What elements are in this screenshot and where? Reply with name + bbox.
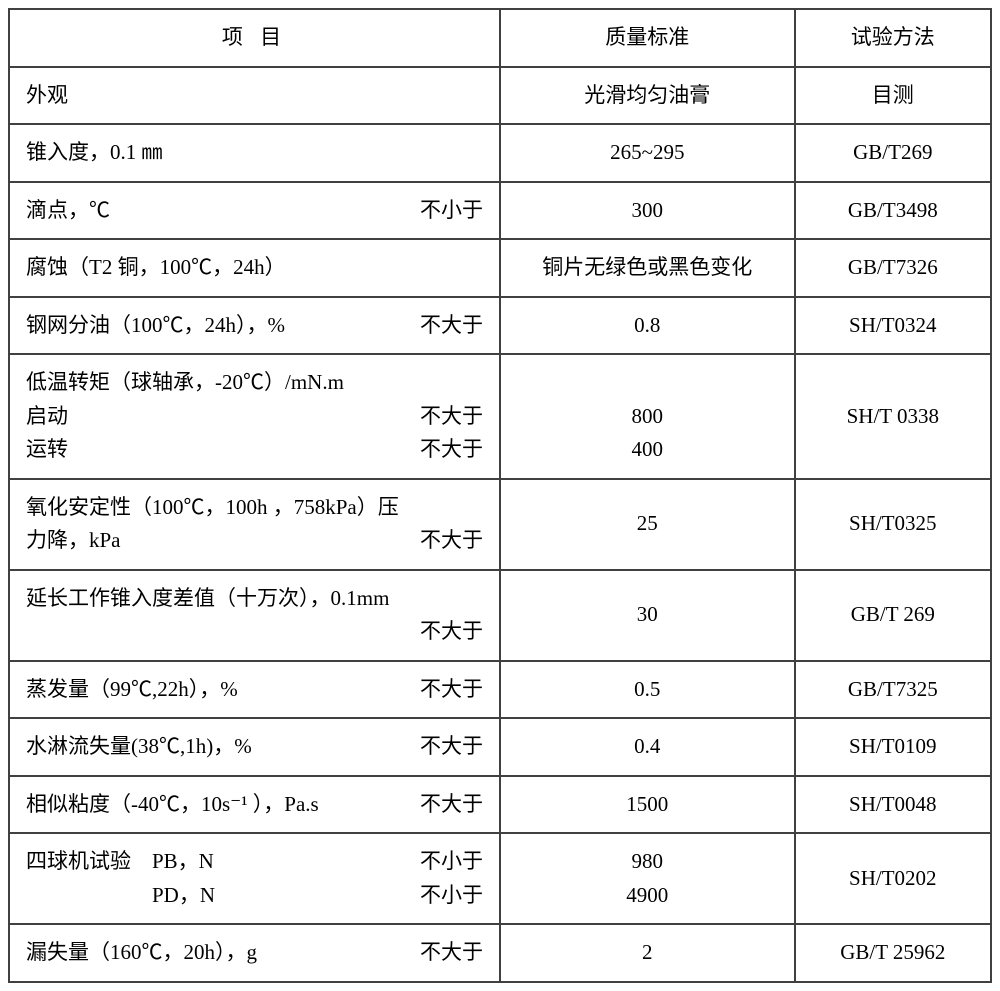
standard-cell: 0.4 [500,718,795,776]
header-item: 项 目 [9,9,500,67]
item-label: 力降，kPa [26,525,412,557]
item-qualifier: 不小于 [420,195,483,227]
item-label: 四球机试验 PB，N [26,846,412,878]
header-row: 项 目 质量标准 试验方法 [9,9,991,67]
item-cell: 水淋流失量(38℃,1h)，%不大于 [9,718,500,776]
standard-cell: 300 [500,182,795,240]
item-label: 氧化安定性（100℃，100h ，758kPa）压 [26,492,483,524]
table-body: 外观光滑均匀油膏目测锥入度，0.1 ㎜265~295GB/T269滴点，℃不小于… [9,67,991,982]
table-row: 腐蚀（T2 铜，100℃，24h） 铜片无绿色或黑色变化GB/T7326 [9,239,991,297]
method-cell: 目测 [795,67,991,125]
item-label: 蒸发量（99℃,22h），% [26,674,412,706]
standard-cell: 铜片无绿色或黑色变化 [500,239,795,297]
standard-cell: 265~295 [500,124,795,182]
standard-value: 980 [632,846,664,878]
item-qualifier: 不大于 [420,674,483,706]
table-row: 延长工作锥入度差值（十万次），0.1mm不大于30GB/T 269 [9,570,991,661]
method-cell: GB/T 269 [795,570,991,661]
method-cell: GB/T269 [795,124,991,182]
item-qualifier: 不大于 [420,310,483,342]
item-qualifier: 不小于 [420,880,483,912]
standard-cell: 0.8 [500,297,795,355]
item-qualifier: 不大于 [420,937,483,969]
item-label: 运转 [26,434,412,466]
item-cell: 延长工作锥入度差值（十万次），0.1mm不大于 [9,570,500,661]
method-cell: SH/T0324 [795,297,991,355]
method-cell: SH/T0325 [795,479,991,570]
item-cell: 锥入度，0.1 ㎜ [9,124,500,182]
method-cell: GB/T7325 [795,661,991,719]
item-label: 腐蚀（T2 铜，100℃，24h） [26,252,483,284]
method-cell: GB/T 25962 [795,924,991,982]
standard-cell: 25 [500,479,795,570]
item-qualifier: 不大于 [420,731,483,763]
item-label: 低温转矩（球轴承，-20℃）/mN.m [26,367,483,399]
spec-table-container: 项 目 质量标准 试验方法 外观光滑均匀油膏目测锥入度，0.1 ㎜ 265~295… [0,0,1000,991]
item-cell: 蒸发量（99℃,22h），%不大于 [9,661,500,719]
table-row: 低温转矩（球轴承，-20℃）/mN.m启动不大于运转不大于 800400SH/T… [9,354,991,479]
item-label: 锥入度，0.1 ㎜ [26,137,483,169]
table-row: 水淋流失量(38℃,1h)，%不大于0.4SH/T0109 [9,718,991,776]
item-cell: 腐蚀（T2 铜，100℃，24h） [9,239,500,297]
item-cell: 四球机试验 PB，N不小于 PD，N不小于 [9,833,500,924]
table-row: 蒸发量（99℃,22h），%不大于0.5GB/T7325 [9,661,991,719]
standard-value: 4900 [626,880,668,912]
standard-value [645,367,650,399]
method-cell: GB/T7326 [795,239,991,297]
item-label: 相似粘度（-40℃，10s⁻¹ ），Pa.s [26,789,412,821]
table-row: 氧化安定性（100℃，100h ，758kPa）压力降，kPa不大于25SH/T… [9,479,991,570]
method-cell: GB/T3498 [795,182,991,240]
item-label: 启动 [26,401,412,433]
item-qualifier: 不大于 [420,789,483,821]
table-row: 锥入度，0.1 ㎜ 265~295GB/T269 [9,124,991,182]
item-qualifier: 不小于 [420,846,483,878]
header-standard: 质量标准 [500,9,795,67]
method-cell: SH/T 0338 [795,354,991,479]
item-label: 延长工作锥入度差值（十万次），0.1mm [26,583,483,615]
item-label: 水淋流失量(38℃,1h)，% [26,731,412,763]
table-row: 四球机试验 PB，N不小于 PD，N不小于9804900SH/T0202 [9,833,991,924]
item-qualifier: 不大于 [420,401,483,433]
standard-cell: 1500 [500,776,795,834]
item-label: 滴点，℃ [26,195,412,227]
item-label: 钢网分油（100℃，24h），% [26,310,412,342]
table-row: 相似粘度（-40℃，10s⁻¹ ），Pa.s不大于1500SH/T0048 [9,776,991,834]
method-cell: SH/T0202 [795,833,991,924]
item-qualifier: 不大于 [420,616,483,648]
item-cell: 滴点，℃不小于 [9,182,500,240]
standard-cell: 30 [500,570,795,661]
method-cell: SH/T0048 [795,776,991,834]
header-method: 试验方法 [795,9,991,67]
item-cell: 低温转矩（球轴承，-20℃）/mN.m启动不大于运转不大于 [9,354,500,479]
table-row: 漏失量（160℃，20h），g不大于2GB/T 25962 [9,924,991,982]
item-cell: 氧化安定性（100℃，100h ，758kPa）压力降，kPa不大于 [9,479,500,570]
table-row: 外观光滑均匀油膏目测 [9,67,991,125]
standard-value: 800 [632,401,664,433]
spec-table: 项 目 质量标准 试验方法 外观光滑均匀油膏目测锥入度，0.1 ㎜ 265~295… [8,8,992,983]
standard-value: 400 [632,434,664,466]
table-row: 滴点，℃不小于300GB/T3498 [9,182,991,240]
standard-cell: 9804900 [500,833,795,924]
item-cell: 钢网分油（100℃，24h），%不大于 [9,297,500,355]
standard-cell: 光滑均匀油膏 [500,67,795,125]
item-label: 外观 [26,80,483,112]
item-qualifier: 不大于 [420,525,483,557]
item-cell: 外观 [9,67,500,125]
standard-cell: 0.5 [500,661,795,719]
standard-cell: 800400 [500,354,795,479]
item-cell: 漏失量（160℃，20h），g不大于 [9,924,500,982]
standard-cell: 2 [500,924,795,982]
item-label: PD，N [26,880,412,912]
item-label: 漏失量（160℃，20h），g [26,937,412,969]
method-cell: SH/T0109 [795,718,991,776]
item-qualifier: 不大于 [420,434,483,466]
table-row: 钢网分油（100℃，24h），%不大于0.8SH/T0324 [9,297,991,355]
item-cell: 相似粘度（-40℃，10s⁻¹ ），Pa.s不大于 [9,776,500,834]
